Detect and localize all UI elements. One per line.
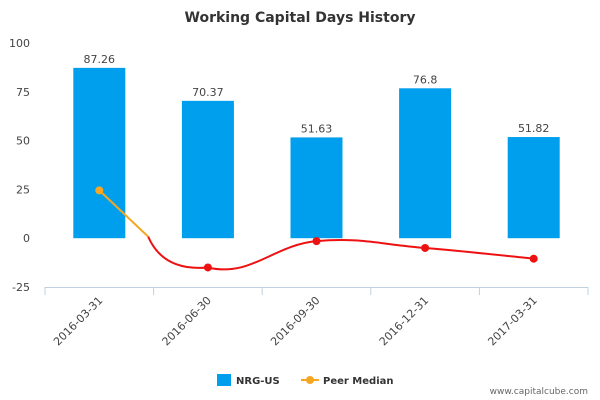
bar-nrg-us: [290, 137, 343, 239]
y-tick-label: -25: [12, 281, 30, 294]
bar-data-label: 76.8: [413, 73, 438, 86]
bar-data-labels: 87.26 70.37 51.63 76.8 51.82: [84, 53, 550, 136]
x-tick-label: 2016-09-30: [268, 294, 322, 348]
x-tick-label: 2016-03-31: [51, 294, 105, 348]
peer-median-point: [203, 263, 212, 272]
bar-data-label: 70.37: [192, 86, 224, 99]
legend-label-peer-median: Peer Median: [323, 376, 394, 387]
peer-median-point: [529, 254, 538, 263]
legend-swatch-nrg-us: [217, 374, 231, 386]
bar-nrg-us: [181, 100, 234, 239]
peer-median-point: [421, 243, 430, 252]
y-tick-label: 100: [9, 37, 30, 50]
x-tick-label: 2016-12-31: [377, 294, 431, 348]
peer-median-line-segment: [147, 236, 208, 269]
bar-data-label: 51.63: [301, 122, 333, 135]
peer-median-line: [207, 239, 534, 271]
legend: NRG-US Peer Median: [217, 374, 394, 387]
y-tick-label: 25: [16, 183, 30, 196]
x-axis: 2016-03-31 2016-06-30 2016-09-30 2016-12-31…: [44, 287, 589, 348]
y-tick-label: 0: [23, 232, 30, 245]
bar-nrg-us: [507, 137, 560, 239]
watermark: www.capitalcube.com: [490, 387, 588, 397]
y-tick-label: 75: [16, 86, 30, 99]
chart-title: Working Capital Days History: [185, 10, 416, 26]
y-axis: 100 75 50 25 0 -25: [9, 37, 30, 294]
bar-series: [73, 67, 560, 239]
peer-median-point: [95, 186, 104, 195]
peer-median-point: [312, 237, 321, 246]
peer-median-line-segment: [98, 189, 149, 238]
y-tick-label: 50: [16, 135, 30, 148]
bar-nrg-us: [399, 88, 452, 239]
bar-data-label: 51.82: [518, 122, 550, 135]
bar-nrg-us: [73, 67, 126, 239]
legend-label-nrg-us: NRG-US: [236, 376, 280, 387]
x-tick-label: 2016-06-30: [160, 294, 214, 348]
legend-marker-peer-median: [306, 376, 314, 384]
x-tick-label: 2017-03-31: [485, 294, 539, 348]
peer-median-series: [95, 186, 538, 272]
bar-data-label: 87.26: [84, 53, 116, 66]
